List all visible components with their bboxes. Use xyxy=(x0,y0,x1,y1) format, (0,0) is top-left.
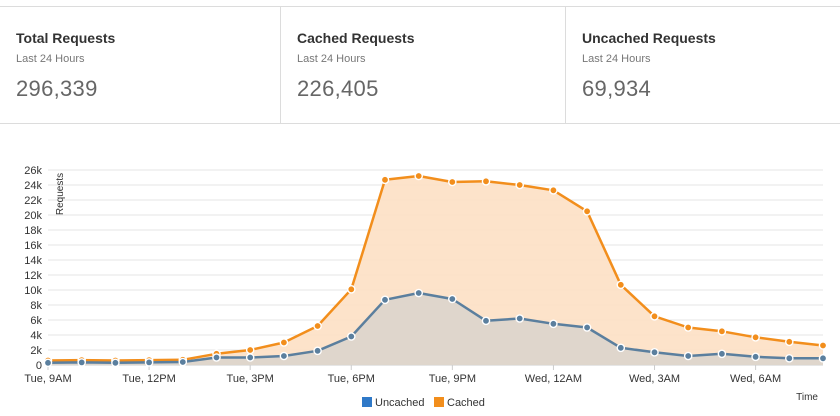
stat-card-uncached: Uncached Requests Last 24 Hours 69,934 xyxy=(566,7,840,123)
uncached-point xyxy=(212,353,221,362)
cached-point xyxy=(650,311,659,321)
stat-subtitle: Last 24 Hours xyxy=(582,53,651,65)
uncached-point xyxy=(414,288,424,298)
x-tick-label: Tue, 12PM xyxy=(122,373,175,385)
stat-subtitle: Last 24 Hours xyxy=(297,53,366,65)
cached-area xyxy=(48,176,823,365)
stat-title: Cached Requests xyxy=(297,30,415,46)
uncached-point xyxy=(346,332,356,341)
uncached-area xyxy=(48,293,823,365)
y-axis-label: Requests xyxy=(55,173,66,215)
uncached-point xyxy=(650,347,659,357)
y-tick-label: 20k xyxy=(24,210,42,222)
cached-point xyxy=(515,180,525,190)
y-tick-label: 22k xyxy=(24,195,42,207)
uncached-point xyxy=(178,357,188,367)
y-tick-label: 10k xyxy=(24,285,42,297)
uncached-point xyxy=(77,358,86,367)
y-tick-label: 12k xyxy=(24,270,42,282)
x-tick-label: Wed, 12AM xyxy=(525,373,582,385)
legend-label-cached: Cached xyxy=(447,397,485,409)
y-tick-label: 4k xyxy=(30,330,42,342)
y-tick-label: 2k xyxy=(30,345,42,357)
stat-card-total: Total Requests Last 24 Hours 296,339 xyxy=(0,7,281,123)
cached-point xyxy=(582,207,592,216)
x-tick-label: Wed, 3AM xyxy=(629,373,680,385)
uncached-point xyxy=(785,353,794,363)
uncached-point xyxy=(380,295,390,305)
x-tick-label: Tue, 9PM xyxy=(429,373,476,385)
x-tick-label: Wed, 6AM xyxy=(730,373,781,385)
cached-point xyxy=(279,338,289,347)
x-axis-label: Time xyxy=(796,392,818,403)
uncached-point xyxy=(751,352,760,362)
cached-point xyxy=(549,186,558,195)
stat-value: 296,339 xyxy=(16,76,98,101)
uncached-point xyxy=(313,346,322,356)
y-tick-label: 24k xyxy=(24,180,42,192)
y-tick-label: 6k xyxy=(30,315,42,327)
uncached-point xyxy=(683,351,693,361)
stat-value: 69,934 xyxy=(582,76,652,101)
cached-point xyxy=(313,321,322,331)
uncached-point xyxy=(717,349,727,359)
cached-point xyxy=(818,341,828,350)
uncached-point xyxy=(111,358,120,368)
x-tick-label: Tue, 9AM xyxy=(24,373,71,385)
y-tick-label: 14k xyxy=(24,255,42,267)
legend-swatch-cached xyxy=(434,397,444,407)
stat-title: Total Requests xyxy=(16,30,116,46)
cached-point xyxy=(245,345,255,355)
cached-point xyxy=(785,337,794,347)
cached-point xyxy=(346,284,356,294)
y-tick-label: 26k xyxy=(24,165,42,177)
uncached-line xyxy=(47,291,823,365)
cached-point xyxy=(683,323,693,332)
uncached-point xyxy=(447,294,457,304)
uncached-point xyxy=(245,353,255,362)
x-tick-label: Tue, 3PM xyxy=(227,373,274,385)
cached-point xyxy=(447,177,457,187)
requests-chart: 0 2k 4k 6k 8k 10k 12k 14k 16k 18k 20k 22k 24k 26k Tue,… xyxy=(24,165,828,409)
cached-point xyxy=(717,326,727,336)
uncached-point xyxy=(582,323,592,332)
legend-label-uncached: Uncached xyxy=(375,397,425,409)
uncached-point xyxy=(616,343,626,353)
legend-swatch-uncached xyxy=(362,397,372,407)
stat-subtitle: Last 24 Hours xyxy=(16,53,85,65)
y-tick-label: 0 xyxy=(36,360,42,372)
stat-value: 226,405 xyxy=(297,76,379,101)
y-tick-label: 16k xyxy=(24,240,42,252)
stat-card-cached: Cached Requests Last 24 Hours 226,405 xyxy=(281,7,566,123)
cached-line xyxy=(47,174,824,362)
uncached-point xyxy=(144,358,154,367)
cached-point xyxy=(481,177,491,186)
cached-point xyxy=(414,171,424,181)
uncached-point xyxy=(818,353,828,363)
stat-title: Uncached Requests xyxy=(582,30,716,46)
uncached-point xyxy=(549,319,558,329)
uncached-point xyxy=(481,316,491,326)
y-tick-label: 18k xyxy=(24,225,42,237)
cached-point xyxy=(751,332,760,342)
y-tick-label: 8k xyxy=(30,300,42,312)
stats-row: Total Requests Last 24 Hours 296,339 Cac… xyxy=(0,6,840,124)
uncached-point xyxy=(43,358,53,368)
uncached-point xyxy=(515,314,525,323)
cached-point xyxy=(616,280,626,290)
cached-point xyxy=(380,175,390,185)
uncached-point xyxy=(279,351,289,361)
x-tick-label: Tue, 6PM xyxy=(328,373,375,385)
